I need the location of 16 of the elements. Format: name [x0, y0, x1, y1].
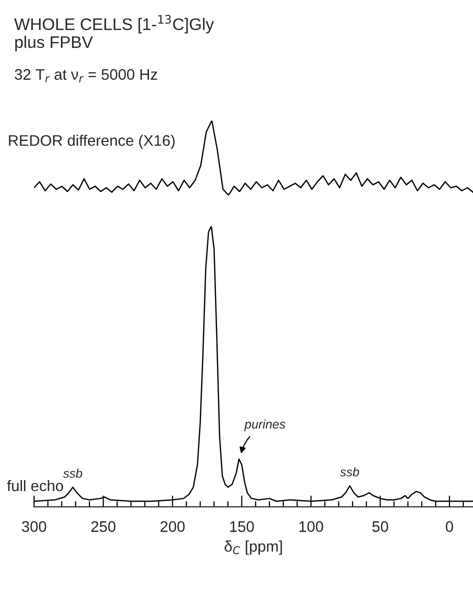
chart-title: WHOLE CELLS [1-$^{13}$C]Gly [14, 14, 214, 34]
x-tick-label: 50 [372, 521, 388, 532]
x-tick-label: 0 [446, 521, 454, 532]
series-label: full echo [7, 480, 64, 492]
annotation: ssb [340, 467, 360, 476]
series-label: REDOR difference (X16) [8, 134, 175, 149]
x-tick-label: 100 [299, 521, 324, 532]
x-tick-label: 250 [91, 521, 116, 532]
text: 32 T$_{r}$ at ν$_{r}$ = 5000 Hz [14, 69, 158, 82]
x-axis-title: δ$_{C}$ [ppm] [224, 540, 282, 555]
x-tick-label: 200 [160, 521, 185, 532]
chart-subtitle: plus FPBV [15, 36, 93, 52]
annotation: purines [244, 419, 286, 432]
annotation: ssb [63, 468, 82, 478]
x-tick-label: 300 [22, 521, 46, 532]
x-tick-label: 150 [230, 521, 254, 532]
